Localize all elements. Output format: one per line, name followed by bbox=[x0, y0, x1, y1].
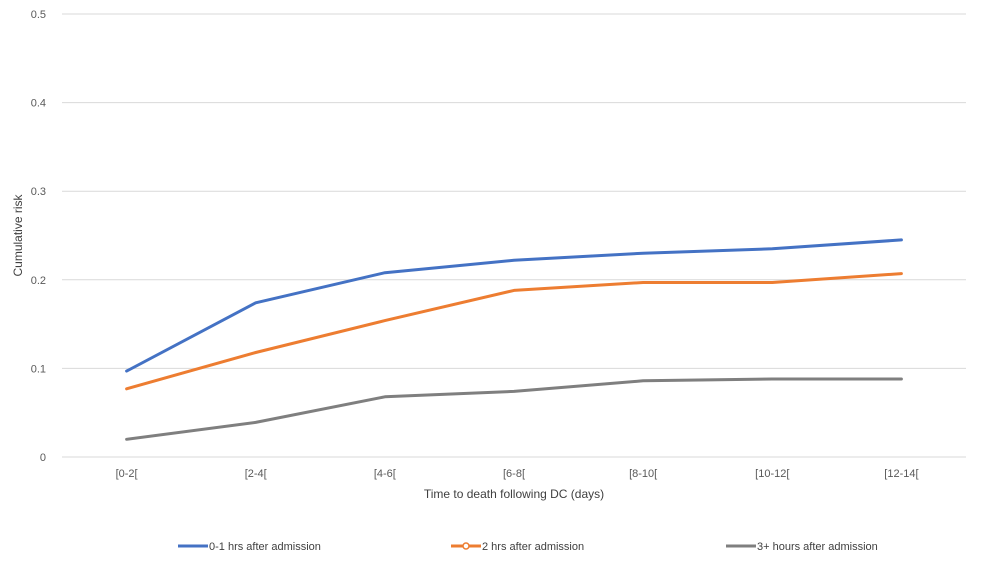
y-tick-label: 0.3 bbox=[31, 186, 46, 198]
x-tick-label: [6-8[ bbox=[503, 468, 525, 480]
x-tick-label: [4-6[ bbox=[374, 468, 396, 480]
x-tick-label: [12-14[ bbox=[884, 468, 918, 480]
y-tick-label: 0.2 bbox=[31, 275, 46, 287]
series-line-3 bbox=[125, 377, 903, 441]
x-tick-label: [2-4[ bbox=[245, 468, 267, 480]
y-axis-title: Cumulative risk bbox=[11, 193, 25, 276]
gridlines bbox=[62, 13, 966, 369]
series-line-1 bbox=[125, 238, 903, 373]
legend-label-3: 3+ hours after admission bbox=[757, 541, 878, 553]
y-axis-ticks: 0 0.1 0.2 0.3 0.4 0.5 bbox=[31, 9, 46, 464]
x-axis-title: Time to death following DC (days) bbox=[424, 487, 604, 501]
legend-label-2: 2 hrs after admission bbox=[482, 541, 584, 553]
series-line-2 bbox=[125, 272, 903, 391]
y-tick-label: 0.5 bbox=[31, 9, 46, 21]
y-tick-label: 0.4 bbox=[31, 98, 46, 110]
x-tick-label: [8-10[ bbox=[629, 468, 657, 480]
legend: 0-1 hrs after admission 2 hrs after admis… bbox=[178, 541, 878, 553]
legend-label-1: 0-1 hrs after admission bbox=[209, 541, 321, 553]
y-tick-label: 0 bbox=[40, 452, 46, 464]
y-tick-label: 0.1 bbox=[31, 363, 46, 375]
legend-marker-2 bbox=[462, 542, 470, 550]
x-tick-label: [10-12[ bbox=[755, 468, 789, 480]
x-tick-label: [0-2[ bbox=[116, 468, 138, 480]
x-axis-ticks: [0-2[ [2-4[ [4-6[ [6-8[ [8-10[ [10-12[ [12-14[ bbox=[116, 468, 919, 480]
series-lines bbox=[125, 238, 903, 441]
